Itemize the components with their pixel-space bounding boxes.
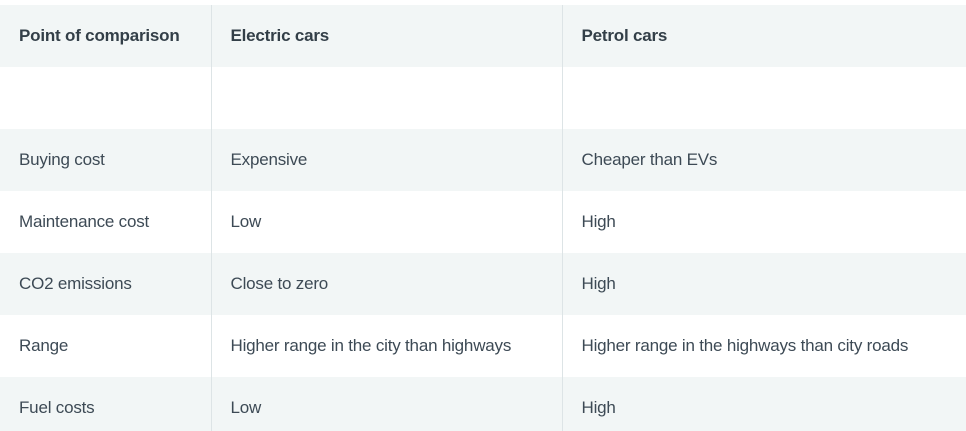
- table-cell: Cheaper than EVs: [581, 150, 718, 169]
- table-cell: Low: [211, 191, 563, 253]
- table-cell-label: Fuel costs: [0, 377, 212, 431]
- table-cell: Higher range in the city than highways: [211, 315, 563, 377]
- header-electric-cars: Electric cars: [211, 5, 563, 67]
- table-row-maintenance-cost: Maintenance cost Low High: [0, 191, 966, 253]
- table-row-co2-emissions: CO2 emissions Close to zero High: [0, 253, 966, 315]
- comparison-table: Point of comparison Electric cars Petrol…: [0, 5, 966, 431]
- table-cell: Expensive: [211, 129, 563, 191]
- table-cell: [211, 67, 563, 129]
- table-header-row: Point of comparison Electric cars Petrol…: [0, 5, 966, 67]
- table-cell: Higher range in the highways than city r…: [581, 336, 909, 355]
- table-cell: High: [581, 274, 616, 293]
- table-cell-label: Maintenance cost: [0, 191, 212, 253]
- comparison-table-container: Point of comparison Electric cars Petrol…: [0, 5, 966, 431]
- table-cell-label: CO2 emissions: [0, 253, 212, 315]
- table-row-buying-cost: Buying cost Expensive Cheaper than EVs: [0, 129, 966, 191]
- table-cell: Close to zero: [211, 253, 563, 315]
- table-cell-label: Buying cost: [0, 129, 212, 191]
- header-petrol-cars: Petrol cars: [581, 26, 668, 45]
- table-cell: High: [581, 212, 616, 231]
- table-row-fuel-costs: Fuel costs Low High: [0, 377, 966, 431]
- table-cell-label: Range: [0, 315, 212, 377]
- table-cell: [562, 67, 966, 129]
- table-cell: [0, 67, 212, 129]
- header-point-of-comparison: Point of comparison: [0, 5, 212, 67]
- table-cell: Low: [211, 377, 563, 431]
- table-row-range: Range Higher range in the city than high…: [0, 315, 966, 377]
- table-row-empty: [0, 67, 966, 129]
- table-cell: High: [581, 398, 616, 417]
